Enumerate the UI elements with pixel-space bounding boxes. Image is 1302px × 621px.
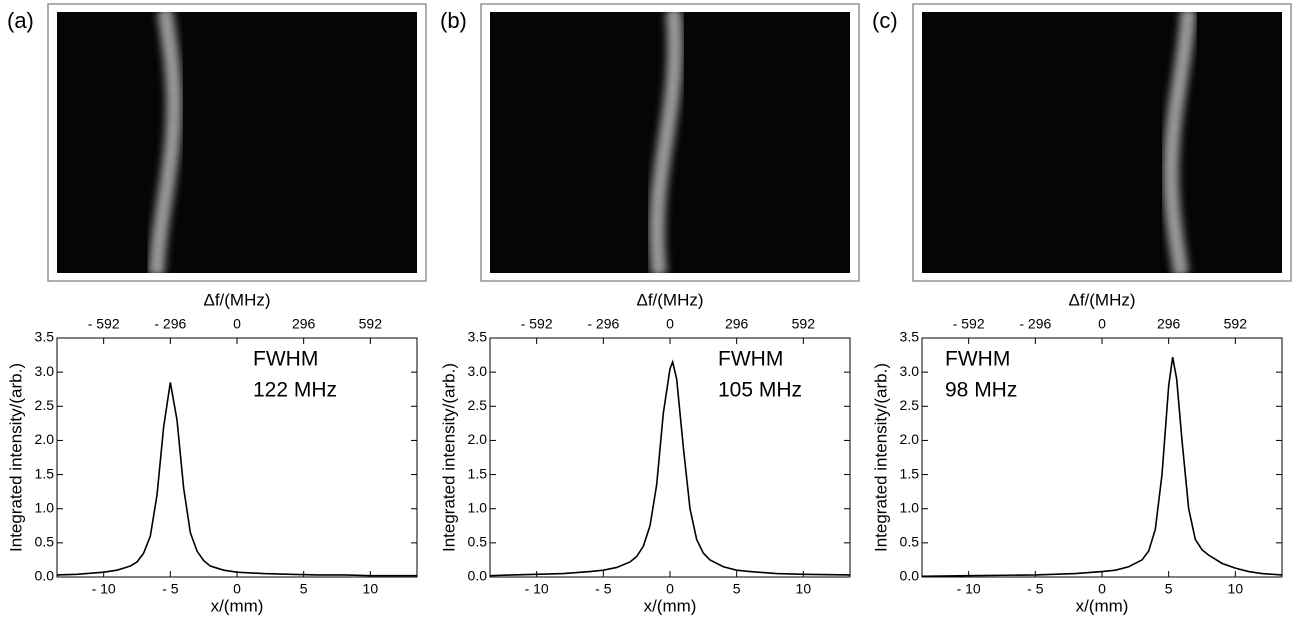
x2-tick-label: - 592 bbox=[88, 316, 120, 332]
x2-tick-label: 592 bbox=[792, 316, 816, 332]
intensity-curve bbox=[56, 382, 417, 577]
y-axis-label: Integrated intensity/(arb.) bbox=[871, 363, 890, 552]
x2-tick-label: - 296 bbox=[154, 316, 186, 332]
image-background bbox=[922, 12, 1282, 273]
x-tick-label: 10 bbox=[1228, 581, 1244, 597]
y-tick-label: 2.5 bbox=[900, 397, 920, 413]
x-tick-label: - 10 bbox=[525, 581, 549, 597]
x-tick-label: 5 bbox=[1165, 581, 1173, 597]
x2-tick-label: - 592 bbox=[521, 316, 553, 332]
x2-tick-label: 592 bbox=[359, 316, 383, 332]
annotation: 98 MHz bbox=[945, 379, 1017, 402]
x2-tick-label: 296 bbox=[1157, 316, 1181, 332]
image-background bbox=[57, 12, 417, 273]
y-tick-label: 1.0 bbox=[468, 499, 488, 515]
x2-axis-label: Δf/(MHz) bbox=[203, 290, 270, 309]
x-tick-label: - 5 bbox=[1027, 581, 1044, 597]
y-tick-label: 2.5 bbox=[468, 397, 488, 413]
x2-tick-label: 296 bbox=[725, 316, 749, 332]
x-axis-label: x/(mm) bbox=[211, 596, 264, 615]
y-tick-label: 3.5 bbox=[35, 329, 55, 345]
y-tick-label: 3.5 bbox=[900, 329, 920, 345]
x-axis-label: x/(mm) bbox=[1076, 596, 1129, 615]
y-tick-label: 2.5 bbox=[35, 397, 55, 413]
x-tick-label: 0 bbox=[1098, 581, 1106, 597]
y-tick-label: 1.5 bbox=[900, 465, 920, 481]
intensity-curve bbox=[921, 356, 1283, 578]
x-tick-label: 5 bbox=[300, 581, 308, 597]
x-tick-label: 5 bbox=[733, 581, 741, 597]
x2-tick-label: 296 bbox=[292, 316, 316, 332]
camera-image bbox=[490, 12, 850, 273]
x-tick-label: - 5 bbox=[162, 581, 179, 597]
streak bbox=[650, 12, 682, 273]
x2-tick-label: - 296 bbox=[587, 316, 619, 332]
x-axis-label: x/(mm) bbox=[644, 596, 697, 615]
camera-image bbox=[922, 12, 1282, 273]
y-tick-label: 0.0 bbox=[900, 568, 920, 584]
x-tick-label: 10 bbox=[363, 581, 379, 597]
annotation: FWHM bbox=[718, 348, 783, 371]
x-tick-label: 10 bbox=[796, 581, 812, 597]
x-tick-label: - 10 bbox=[92, 581, 116, 597]
x2-tick-label: 0 bbox=[666, 316, 674, 332]
y-tick-label: 0.5 bbox=[35, 534, 55, 550]
intensity-curve bbox=[489, 359, 851, 577]
camera-image bbox=[57, 12, 417, 273]
x2-tick-label: - 296 bbox=[1019, 316, 1051, 332]
y-tick-label: 0.5 bbox=[468, 534, 488, 550]
plot-frame bbox=[56, 337, 418, 578]
x2-axis-label: Δf/(MHz) bbox=[1068, 290, 1135, 309]
plot-frame bbox=[921, 337, 1283, 578]
annotation: 122 MHz bbox=[253, 379, 337, 402]
streak bbox=[1164, 12, 1195, 273]
x-tick-label: - 10 bbox=[957, 581, 981, 597]
y-tick-label: 3.0 bbox=[900, 363, 920, 379]
y-tick-label: 1.5 bbox=[35, 465, 55, 481]
y-tick-label: 1.5 bbox=[468, 465, 488, 481]
panel-label: (c) bbox=[872, 8, 898, 33]
y-axis-label: Integrated intensity/(arb.) bbox=[439, 363, 458, 552]
panel-label: (a) bbox=[7, 8, 34, 33]
x-tick-label: 0 bbox=[666, 581, 674, 597]
x2-tick-label: 0 bbox=[1098, 316, 1106, 332]
y-tick-label: 3.0 bbox=[468, 363, 488, 379]
x-tick-label: - 5 bbox=[595, 581, 612, 597]
x2-tick-label: - 592 bbox=[953, 316, 985, 332]
x2-tick-label: 0 bbox=[233, 316, 241, 332]
y-tick-label: 2.0 bbox=[900, 431, 920, 447]
y-tick-label: 3.0 bbox=[35, 363, 55, 379]
y-tick-label: 0.0 bbox=[468, 568, 488, 584]
y-tick-label: 1.0 bbox=[35, 499, 55, 515]
streak bbox=[150, 12, 181, 273]
y-axis-label: Integrated intensity/(arb.) bbox=[6, 363, 25, 552]
y-tick-label: 2.0 bbox=[468, 431, 488, 447]
y-tick-label: 0.0 bbox=[35, 568, 55, 584]
x-tick-label: 0 bbox=[233, 581, 241, 597]
x2-axis-label: Δf/(MHz) bbox=[636, 290, 703, 309]
panel-label: (b) bbox=[440, 8, 467, 33]
x2-tick-label: 592 bbox=[1224, 316, 1248, 332]
y-tick-label: 0.5 bbox=[900, 534, 920, 550]
y-tick-label: 3.5 bbox=[468, 329, 488, 345]
annotation: FWHM bbox=[945, 348, 1010, 371]
annotation: FWHM bbox=[253, 348, 318, 371]
annotation: 105 MHz bbox=[718, 379, 802, 402]
y-tick-label: 1.0 bbox=[900, 499, 920, 515]
y-tick-label: 2.0 bbox=[35, 431, 55, 447]
